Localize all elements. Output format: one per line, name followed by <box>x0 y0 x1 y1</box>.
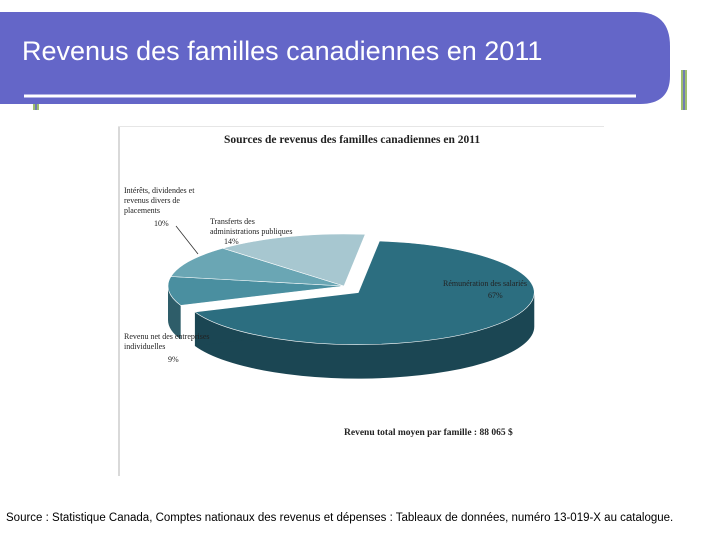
slice-label: Revenu net des entreprises individuelles <box>124 332 210 351</box>
slide-header-banner <box>0 12 687 110</box>
slice-percent-label: 14% <box>224 237 239 246</box>
slice-percent-label: 10% <box>154 219 169 228</box>
slice-percent-label: 9% <box>168 355 179 364</box>
pie-slice <box>170 247 345 287</box>
slice-label: Rémunération des salariés <box>443 279 527 288</box>
pie-slice-side <box>168 286 181 340</box>
slice-percent-label: 67% <box>488 291 503 300</box>
slice-label: Transferts des administrations publiques <box>210 217 292 236</box>
pie-chart: Rémunération des salariés 67% Revenu net d… <box>124 134 535 438</box>
pie-tops <box>167 233 535 345</box>
pie-slice-side <box>194 292 535 379</box>
pie-labels: Rémunération des salariés 67% Revenu net d… <box>124 186 527 364</box>
slide-title: Revenus des familles canadiennes en 2011 <box>22 36 543 66</box>
chart-title: Sources de revenus des familles canadien… <box>224 134 480 146</box>
chart-panel: Rémunération des salariés 67% Revenu net d… <box>118 126 604 476</box>
header-banner-shape <box>0 12 670 104</box>
pie-slice <box>221 233 366 287</box>
source-note: Source : Statistique Canada, Comptes nat… <box>6 512 674 524</box>
chart-left-rule <box>118 126 120 476</box>
chart-annotation: Revenu total moyen par famille : 88 065 … <box>344 427 513 438</box>
chart-top-rule <box>118 126 604 127</box>
slice-label: Intérêts, dividendes et revenus divers de… <box>124 186 195 215</box>
pie-slice <box>194 240 535 345</box>
label-leader-line <box>175 225 199 255</box>
